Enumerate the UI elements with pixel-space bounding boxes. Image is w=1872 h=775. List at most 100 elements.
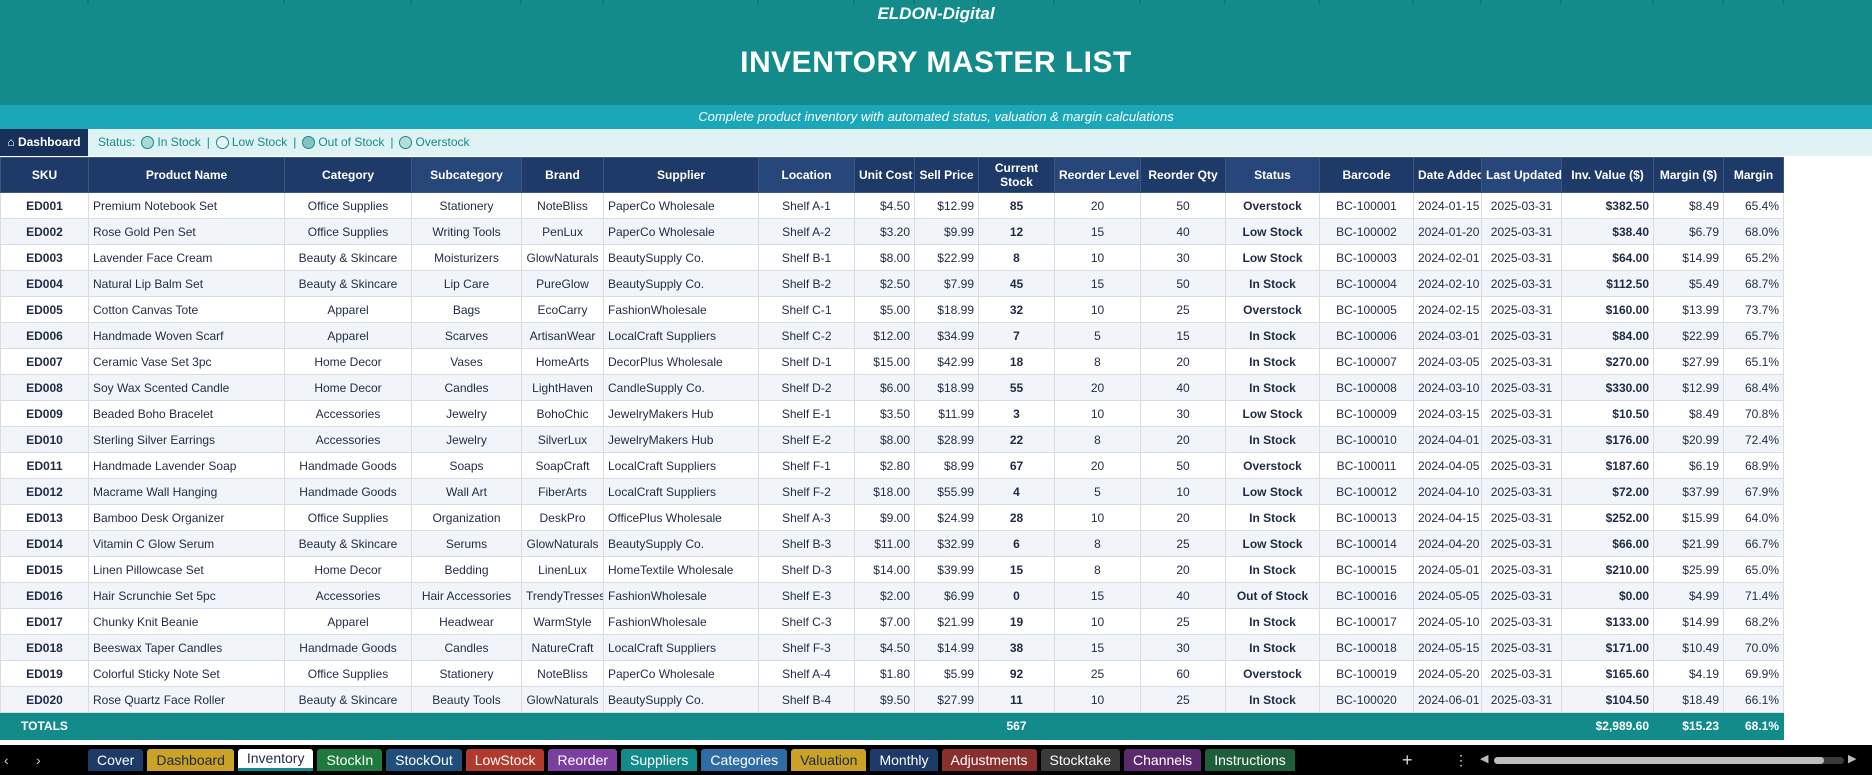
table-cell[interactable]: $4.50 [854, 192, 915, 219]
table-cell[interactable]: ED018 [0, 634, 89, 661]
table-cell[interactable]: $27.99 [914, 686, 979, 713]
table-cell[interactable]: ED006 [0, 322, 89, 349]
table-cell[interactable]: BC-100018 [1319, 634, 1414, 661]
table-cell[interactable]: Handmade Lavender Soap [88, 452, 285, 479]
table-cell[interactable]: Lip Care [411, 270, 522, 297]
table-cell[interactable]: Beauty & Skincare [284, 686, 412, 713]
table-cell[interactable]: $12.99 [914, 192, 979, 219]
table-cell[interactable]: Shelf E-2 [758, 426, 855, 453]
table-cell[interactable]: Beaded Boho Bracelet [88, 400, 285, 427]
table-cell[interactable]: 55 [978, 374, 1055, 401]
table-cell[interactable]: 10 [1054, 608, 1141, 635]
table-cell[interactable]: $7.99 [914, 270, 979, 297]
table-cell[interactable]: Shelf D-1 [758, 348, 855, 375]
table-cell[interactable]: Bedding [411, 556, 522, 583]
table-cell[interactable]: Beauty & Skincare [284, 244, 412, 271]
column-header[interactable]: Current Stock [978, 157, 1055, 193]
table-cell[interactable]: $2.50 [854, 270, 915, 297]
table-cell[interactable]: 2024-05-20 [1413, 660, 1482, 687]
table-cell[interactable]: $9.50 [854, 686, 915, 713]
table-cell[interactable]: BC-100017 [1319, 608, 1414, 635]
table-cell[interactable]: $18.49 [1653, 686, 1724, 713]
table-cell[interactable]: ED004 [0, 270, 89, 297]
sheet-tab[interactable]: StockIn [317, 749, 383, 771]
table-cell[interactable]: 20 [1054, 192, 1141, 219]
table-cell[interactable]: $14.00 [854, 556, 915, 583]
table-cell[interactable]: Bamboo Desk Organizer [88, 504, 285, 531]
table-cell[interactable]: 65.1% [1723, 348, 1784, 375]
totals-cell[interactable] [758, 712, 855, 740]
table-cell[interactable]: Premium Notebook Set [88, 192, 285, 219]
table-cell[interactable]: Jewelry [411, 426, 522, 453]
table-cell[interactable]: 7 [978, 322, 1055, 349]
table-cell[interactable]: In Stock [1225, 348, 1320, 375]
table-cell[interactable]: 28 [978, 504, 1055, 531]
table-cell[interactable]: GlowNaturals [521, 244, 604, 271]
sheet-tab[interactable]: Categories [701, 749, 788, 771]
table-cell[interactable]: 10 [1140, 478, 1226, 505]
table-cell[interactable]: Apparel [284, 322, 412, 349]
table-cell[interactable]: 60 [1140, 660, 1226, 687]
table-cell[interactable]: Hair Accessories [411, 582, 522, 609]
table-cell[interactable]: Low Stock [1225, 400, 1320, 427]
table-cell[interactable]: 2024-04-10 [1413, 478, 1482, 505]
table-cell[interactable]: $28.99 [914, 426, 979, 453]
table-cell[interactable]: $176.00 [1561, 426, 1654, 453]
table-cell[interactable]: $15.00 [854, 348, 915, 375]
totals-cell[interactable] [1225, 712, 1320, 740]
table-cell[interactable]: Stationery [411, 192, 522, 219]
table-cell[interactable]: PaperCo Wholesale [603, 192, 759, 219]
table-cell[interactable]: Serums [411, 530, 522, 557]
table-cell[interactable]: $6.00 [854, 374, 915, 401]
table-cell[interactable]: NoteBliss [521, 192, 604, 219]
table-cell[interactable]: LocalCraft Suppliers [603, 478, 759, 505]
column-header[interactable]: Inv. Value ($) [1561, 157, 1654, 193]
table-cell[interactable]: Home Decor [284, 348, 412, 375]
table-cell[interactable]: 68.4% [1723, 374, 1784, 401]
table-cell[interactable]: 8 [1054, 556, 1141, 583]
table-cell[interactable]: BC-100001 [1319, 192, 1414, 219]
sheet-tab[interactable]: Adjustments [941, 749, 1037, 771]
table-cell[interactable]: Shelf B-3 [758, 530, 855, 557]
table-cell[interactable]: 65.2% [1723, 244, 1784, 271]
table-cell[interactable]: $4.99 [1653, 582, 1724, 609]
table-cell[interactable]: SoapCraft [521, 452, 604, 479]
table-cell[interactable]: 8 [1054, 348, 1141, 375]
table-cell[interactable]: Shelf B-4 [758, 686, 855, 713]
table-cell[interactable]: TrendyTresses [521, 582, 604, 609]
table-cell[interactable]: $22.99 [914, 244, 979, 271]
table-cell[interactable]: Handmade Goods [284, 634, 412, 661]
table-cell[interactable]: ED014 [0, 530, 89, 557]
column-header[interactable]: Reorder Level [1054, 157, 1141, 193]
table-cell[interactable]: Headwear [411, 608, 522, 635]
table-cell[interactable]: LinenLux [521, 556, 604, 583]
table-cell[interactable]: Vases [411, 348, 522, 375]
table-cell[interactable]: Shelf A-1 [758, 192, 855, 219]
table-cell[interactable]: 2024-01-15 [1413, 192, 1482, 219]
table-cell[interactable]: Soy Wax Scented Candle [88, 374, 285, 401]
table-cell[interactable]: $12.00 [854, 322, 915, 349]
table-cell[interactable]: BC-100019 [1319, 660, 1414, 687]
table-cell[interactable]: BC-100015 [1319, 556, 1414, 583]
table-cell[interactable]: Shelf F-1 [758, 452, 855, 479]
table-cell[interactable]: Low Stock [1225, 244, 1320, 271]
table-cell[interactable]: $6.99 [914, 582, 979, 609]
table-cell[interactable]: BC-100013 [1319, 504, 1414, 531]
table-cell[interactable]: 15 [1140, 322, 1226, 349]
table-cell[interactable]: 2024-03-15 [1413, 400, 1482, 427]
table-cell[interactable]: $2.00 [854, 582, 915, 609]
table-cell[interactable]: FashionWholesale [603, 582, 759, 609]
table-cell[interactable]: $104.50 [1561, 686, 1654, 713]
table-cell[interactable]: Shelf C-3 [758, 608, 855, 635]
table-cell[interactable]: Home Decor [284, 374, 412, 401]
totals-cell[interactable] [1054, 712, 1141, 740]
table-cell[interactable]: JewelryMakers Hub [603, 400, 759, 427]
table-cell[interactable]: $5.00 [854, 296, 915, 323]
table-cell[interactable]: 10 [1054, 400, 1141, 427]
table-cell[interactable]: 92 [978, 660, 1055, 687]
table-cell[interactable]: Shelf E-1 [758, 400, 855, 427]
sheet-tab[interactable]: Monthly [870, 749, 938, 771]
table-cell[interactable]: 12 [978, 218, 1055, 245]
table-cell[interactable]: Beauty & Skincare [284, 270, 412, 297]
table-cell[interactable]: JewelryMakers Hub [603, 426, 759, 453]
